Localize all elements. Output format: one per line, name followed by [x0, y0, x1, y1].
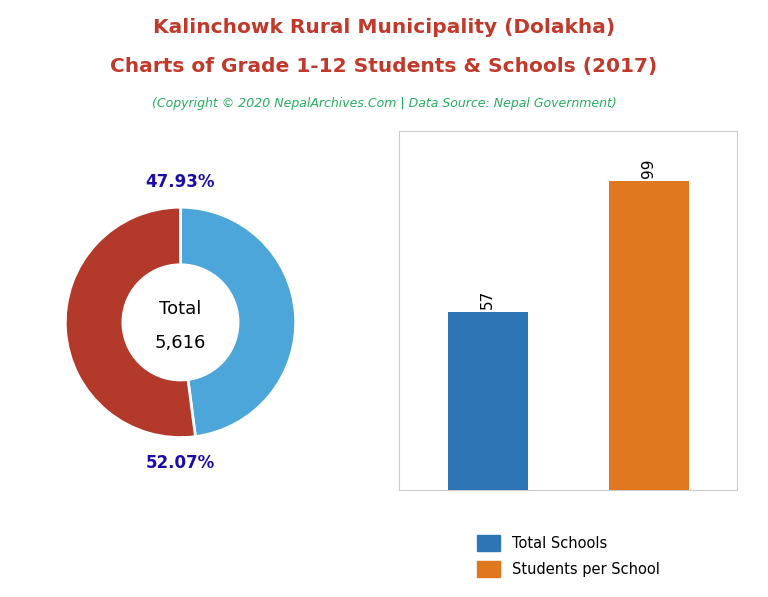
Text: 99: 99 [641, 159, 657, 178]
Text: 52.07%: 52.07% [146, 454, 215, 472]
Text: (Copyright © 2020 NepalArchives.Com | Data Source: Nepal Government): (Copyright © 2020 NepalArchives.Com | Da… [151, 97, 617, 110]
Text: Kalinchowk Rural Municipality (Dolakha): Kalinchowk Rural Municipality (Dolakha) [153, 18, 615, 37]
Bar [608, 181, 689, 490]
Text: 57: 57 [480, 290, 495, 309]
Wedge shape [65, 207, 195, 438]
Bar [448, 312, 528, 490]
Legend: Total Schools, Students per School: Total Schools, Students per School [471, 529, 666, 583]
Wedge shape [180, 207, 296, 436]
Text: 5,616: 5,616 [155, 334, 206, 352]
Text: Charts of Grade 1-12 Students & Schools (2017): Charts of Grade 1-12 Students & Schools … [111, 57, 657, 76]
Text: Total: Total [159, 300, 202, 318]
Text: 47.93%: 47.93% [146, 173, 215, 191]
